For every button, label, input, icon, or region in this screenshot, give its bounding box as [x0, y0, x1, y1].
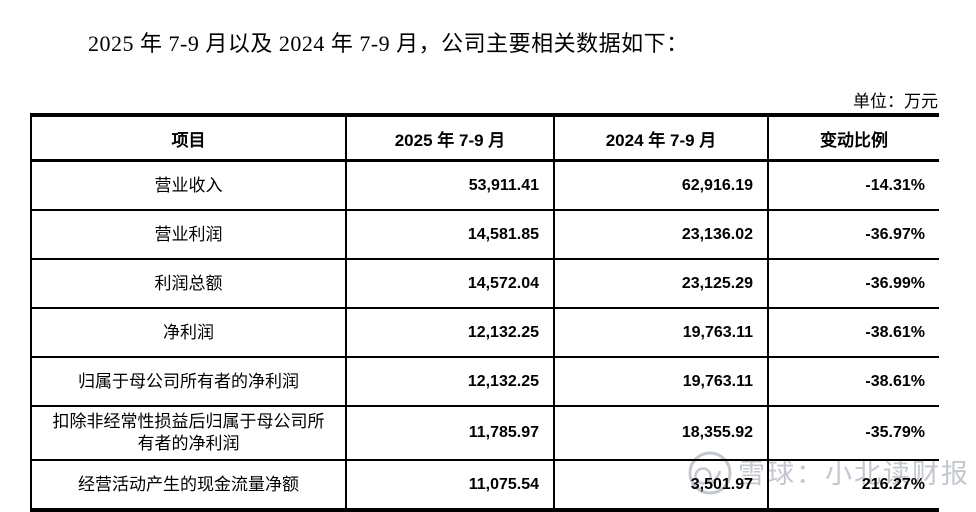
table-row: 营业收入 53,911.41 62,916.19 -14.31%	[30, 159, 939, 211]
value-2025: 53,911.41	[345, 159, 555, 211]
change-ratio: -36.99%	[767, 258, 939, 309]
row-label: 营业收入	[30, 159, 347, 211]
value-2025: 14,581.85	[345, 209, 555, 260]
table-row: 利润总额 14,572.04 23,125.29 -36.99%	[30, 258, 939, 309]
financial-data-table: 项目 2025 年 7-9 月 2024 年 7-9 月 变动比例 营业收入 53…	[30, 113, 939, 512]
row-label: 经营活动产生的现金流量净额	[30, 459, 347, 512]
header-item: 项目	[30, 113, 347, 162]
value-2024: 19,763.11	[553, 307, 769, 358]
table-row: 扣除非经常性损益后归属于母公司所有者的净利润 11,785.97 18,355.92…	[30, 405, 939, 461]
value-2024: 23,125.29	[553, 258, 769, 309]
table-row: 归属于母公司所有者的净利润 12,132.25 19,763.11 -38.61%	[30, 356, 939, 407]
row-label: 扣除非经常性损益后归属于母公司所有者的净利润	[30, 405, 347, 461]
header-change: 变动比例	[767, 113, 939, 162]
unit-label: 单位：万元	[853, 92, 938, 111]
value-2025: 12,132.25	[345, 356, 555, 407]
value-2024: 19,763.11	[553, 356, 769, 407]
table-header-row: 项目 2025 年 7-9 月 2024 年 7-9 月 变动比例	[30, 113, 939, 162]
row-label: 利润总额	[30, 258, 347, 309]
header-2025: 2025 年 7-9 月	[345, 113, 555, 162]
value-2024: 23,136.02	[553, 209, 769, 260]
value-2024: 18,355.92	[553, 405, 769, 461]
value-2025: 11,075.54	[345, 459, 555, 512]
value-2024: 3,501.97	[553, 459, 769, 512]
change-ratio: -38.61%	[767, 307, 939, 358]
page-title: 2025 年 7-9 月以及 2024 年 7-9 月，公司主要相关数据如下：	[88, 31, 689, 56]
change-ratio: -36.97%	[767, 209, 939, 260]
change-ratio: 216.27%	[767, 459, 939, 512]
change-ratio: -38.61%	[767, 356, 939, 407]
row-label: 营业利润	[30, 209, 347, 260]
table-row: 净利润 12,132.25 19,763.11 -38.61%	[30, 307, 939, 358]
table-body: 营业收入 53,911.41 62,916.19 -14.31% 营业利润 14,581.…	[30, 159, 939, 512]
value-2025: 11,785.97	[345, 405, 555, 461]
row-label: 归属于母公司所有者的净利润	[30, 356, 347, 407]
row-label: 净利润	[30, 307, 347, 358]
value-2025: 12,132.25	[345, 307, 555, 358]
table-row: 经营活动产生的现金流量净额 11,075.54 3,501.97 216.27%	[30, 459, 939, 512]
table-row: 营业利润 14,581.85 23,136.02 -36.97%	[30, 209, 939, 260]
value-2024: 62,916.19	[553, 159, 769, 211]
change-ratio: -14.31%	[767, 159, 939, 211]
header-2024: 2024 年 7-9 月	[553, 113, 769, 162]
change-ratio: -35.79%	[767, 405, 939, 461]
value-2025: 14,572.04	[345, 258, 555, 309]
